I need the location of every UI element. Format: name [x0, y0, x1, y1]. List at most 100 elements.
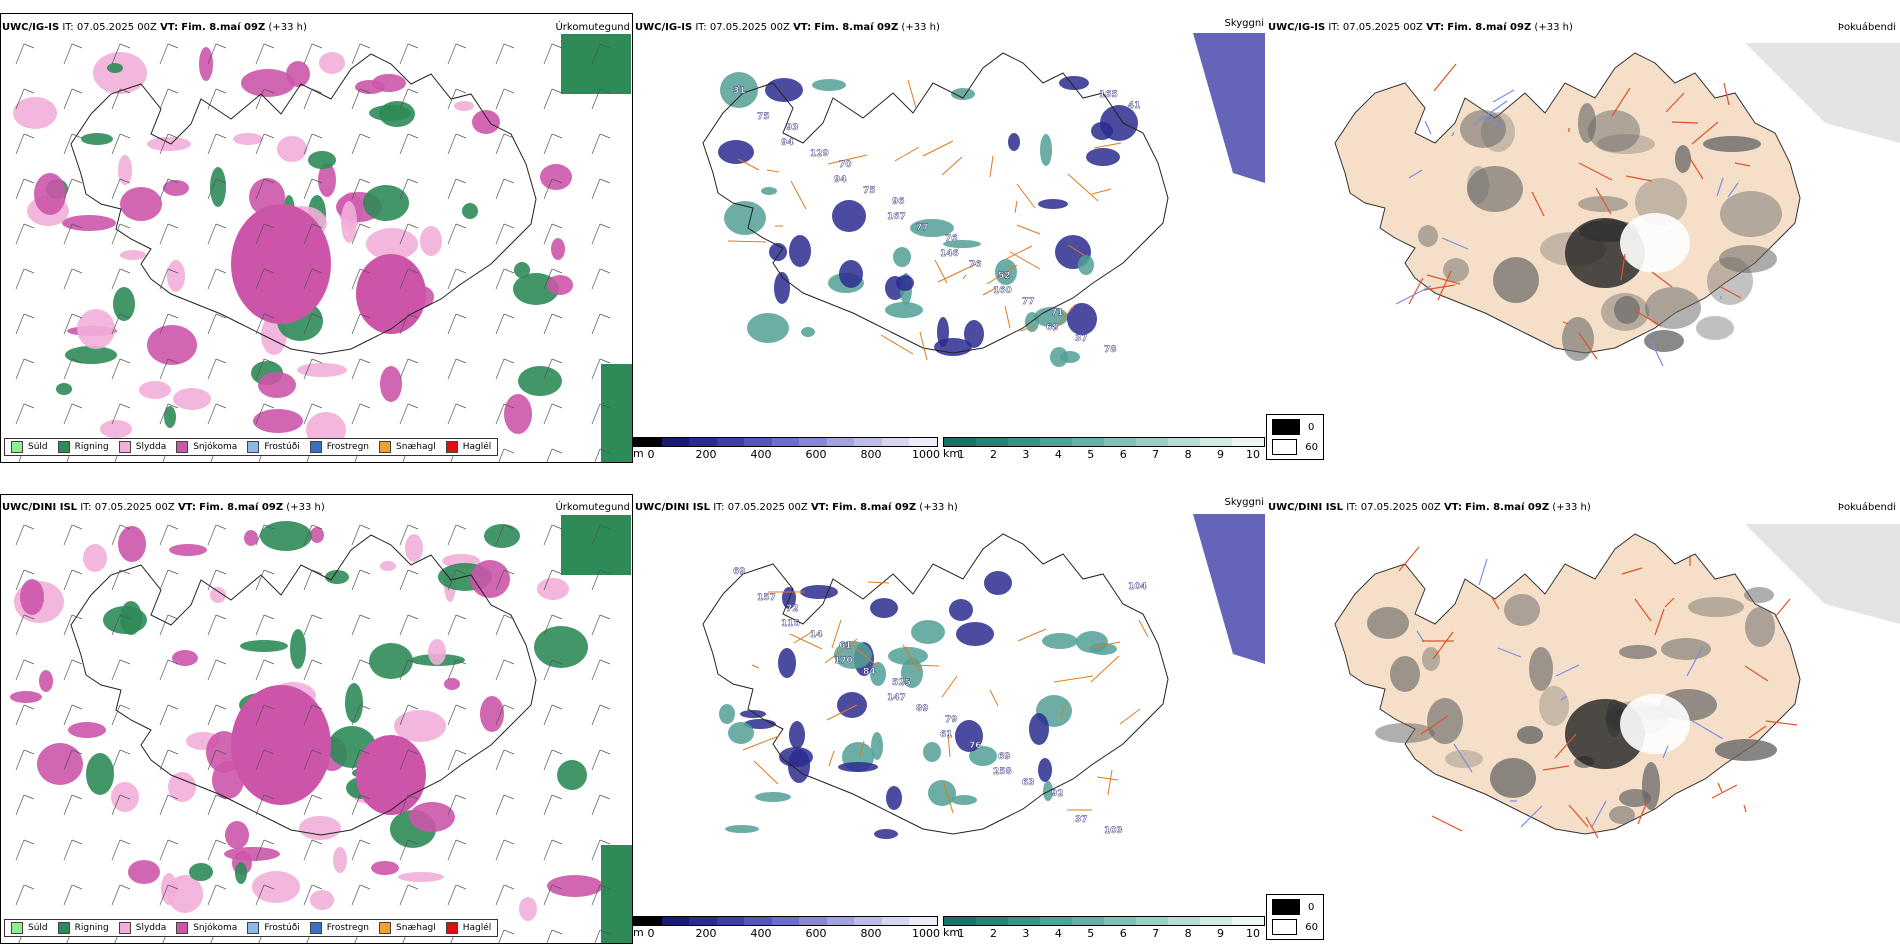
precip-legend-item: Súld	[11, 441, 48, 453]
colorbar-tick-label: 600	[805, 927, 827, 940]
colorbar-tick-label: 5	[1087, 927, 1095, 940]
legend-label: Slydda	[135, 923, 167, 933]
precip-legend-item: Frostúði	[247, 441, 300, 453]
visibility-ticks: 1 2 3 4 5 6 7 8 9 10	[943, 926, 1265, 940]
legend-swatch	[118, 441, 131, 453]
colorbar-tick-label: 2	[989, 448, 997, 461]
visibility-value-label: 84	[863, 667, 876, 677]
precip-title-row2: Úrkomutegund	[555, 502, 630, 513]
legend-label: Rigning	[74, 923, 109, 933]
visibility-ticks: 1 2 3 4 5 6 7 8 9 10	[943, 447, 1265, 461]
legend-swatch	[247, 441, 260, 453]
fog-legend-item: 0	[1272, 899, 1318, 915]
colorbar-tick-label: 200	[695, 448, 717, 461]
fog-legend-row2: 0 60	[1266, 894, 1324, 940]
cloud-base-ticks: 0 200 400 600 800 1000	[633, 926, 941, 940]
visibility-unit: km	[943, 926, 961, 939]
colorbar-tick-label: 1	[957, 927, 965, 940]
colorbar-segment	[976, 438, 1008, 446]
cloud-base-bar	[633, 437, 938, 447]
colorbar-tick-label: 6	[1119, 927, 1127, 940]
precip-legend-item: Haglél	[445, 441, 492, 453]
colorbar-segment	[854, 438, 882, 446]
legend-label: Frostregn	[326, 442, 370, 452]
colorbar-tick-label: 800	[860, 448, 882, 461]
legend-swatch	[176, 922, 189, 934]
visibility-value-label: 92	[1051, 789, 1064, 799]
precip-legend-item: Slydda	[118, 922, 167, 934]
colorbar-segment	[634, 917, 662, 925]
cloud-base-colorbar-row1: 0 200 400 600 800 1000 m	[633, 437, 941, 461]
colorbar-segment	[1040, 438, 1072, 446]
visibility-value-label: 61	[839, 641, 852, 651]
cloud-base-unit: m	[633, 926, 644, 939]
visibility-value-label: 69	[733, 567, 746, 577]
colorbar-segment	[1168, 917, 1200, 925]
legend-label: Haglél	[462, 442, 492, 452]
visibility-value-label: 525	[892, 678, 911, 688]
visibility-value-label: 165	[1099, 90, 1118, 100]
visibility-value-label: 52	[998, 271, 1011, 281]
colorbar-segment	[826, 438, 855, 446]
cloud-base-ticks: 0 200 400 600 800 1000	[633, 447, 941, 461]
colorbar-tick-label: 7	[1152, 927, 1160, 940]
visibility-unit: km	[943, 447, 961, 460]
legend-swatch	[57, 922, 70, 934]
fog-panel-row1	[1265, 13, 1900, 463]
visibility-value-label: 70	[839, 160, 852, 170]
visibility-value-label: 76	[969, 741, 982, 751]
legend-swatch	[176, 441, 189, 453]
colorbar-tick-label: 0	[647, 927, 655, 940]
cloud-base-unit: m	[633, 447, 644, 460]
colorbar-tick-label: 800	[860, 927, 882, 940]
colorbar-segment	[1104, 438, 1136, 446]
fog-legend-label: 60	[1305, 441, 1318, 453]
header-precip-row1: UWC/IG-IS IT: 07.05.2025 00Z VT: Fim. 8.…	[2, 22, 307, 33]
colorbar-segment	[881, 917, 910, 925]
fog-legend-swatch	[1272, 439, 1298, 455]
visibility-value-label: 129	[810, 149, 829, 159]
colorbar-segment	[716, 917, 745, 925]
legend-label: Súld	[28, 442, 48, 452]
colorbar-tick-label: 9	[1217, 927, 1225, 940]
colorbar-segment	[944, 917, 976, 925]
colorbar-segment	[744, 917, 772, 925]
colorbar-tick-label: 2	[989, 927, 997, 940]
colorbar-segment	[661, 917, 690, 925]
colorbar-segment	[1168, 438, 1200, 446]
visibility-value-label: 75	[757, 112, 770, 122]
colorbar-segment	[771, 438, 800, 446]
colorbar-segment	[881, 438, 910, 446]
colorbar-segment	[1136, 438, 1168, 446]
valid-time: Fim. 8.maí 09Z	[181, 22, 266, 33]
visibility-value-label: 160	[993, 286, 1012, 296]
colorbar-tick-label: 5	[1087, 448, 1095, 461]
colorbar-tick-label: 0	[647, 448, 655, 461]
legend-swatch	[57, 441, 70, 453]
colorbar-tick-label: 10	[1246, 448, 1260, 461]
colorbar-segment	[689, 917, 717, 925]
legend-label: Slydda	[135, 442, 167, 452]
colorbar-tick-label: 4	[1054, 927, 1062, 940]
colorbar-tick-label: 600	[805, 448, 827, 461]
lead-time: (+33 h)	[268, 22, 307, 33]
visibility-value-label: 75	[863, 186, 876, 196]
visibility-value-label: 77	[916, 223, 929, 233]
issue-time: IT: 07.05.2025 00Z	[62, 22, 157, 33]
precip-legend-item: Snæhagl	[379, 922, 436, 934]
legend-label: Snjókoma	[193, 442, 238, 452]
visibility-value-label: 104	[1128, 582, 1147, 592]
colorbar-tick-label: 3	[1022, 448, 1030, 461]
visibility-value-label: 157	[757, 593, 776, 603]
precip-legend-item: Snjókoma	[176, 922, 237, 934]
colorbar-segment	[1200, 917, 1232, 925]
colorbar-segment	[799, 438, 827, 446]
visibility-value-label: 79	[945, 715, 958, 725]
visibility-colorbar-row2: 1 2 3 4 5 6 7 8 9 10 km	[943, 916, 1265, 940]
header-vis-row1: UWC/IG-IS IT: 07.05.2025 00Z VT: Fim. 8.…	[635, 22, 940, 33]
colorbar-segment	[689, 438, 717, 446]
colorbar-segment	[909, 438, 938, 446]
visibility-value-label: 68	[1046, 323, 1059, 333]
precip-legend-item: Frostúði	[247, 922, 300, 934]
legend-label: Frostúði	[264, 442, 300, 452]
